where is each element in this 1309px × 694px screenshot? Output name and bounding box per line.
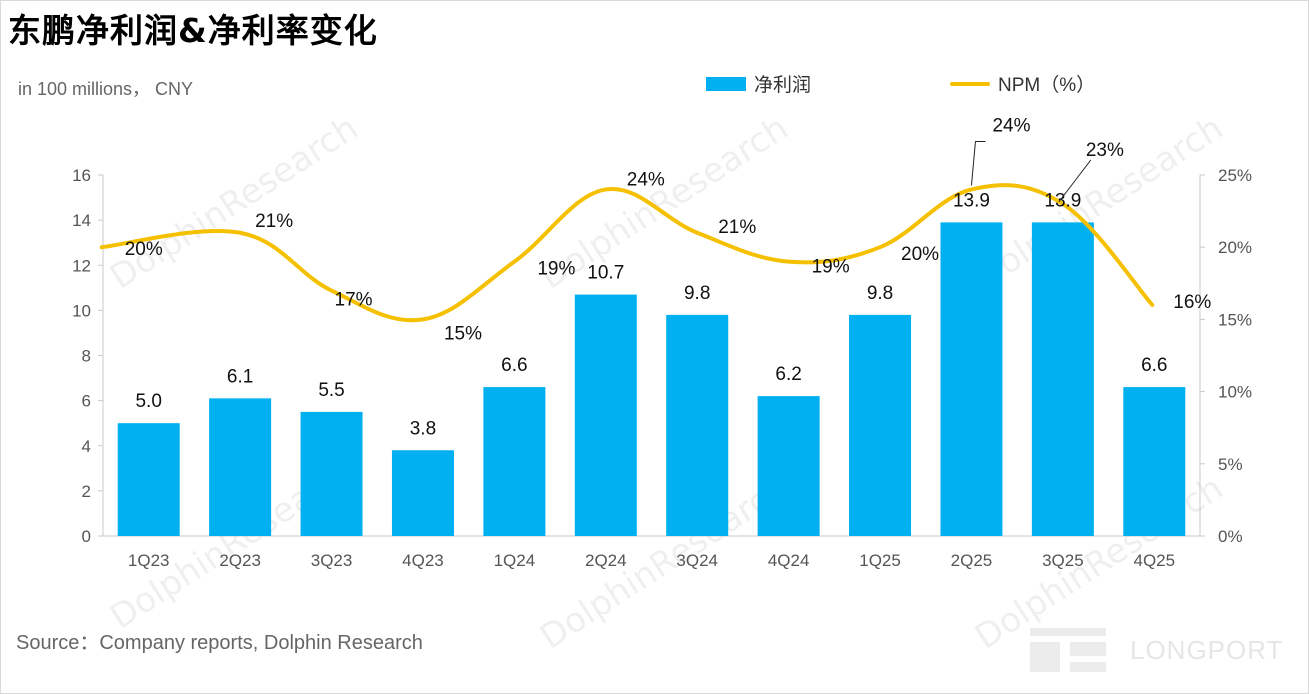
line-data-label: 20%: [125, 239, 163, 260]
line-data-label: 19%: [537, 259, 575, 280]
x-axis-tick-label: 1Q24: [494, 551, 536, 570]
bar-data-label: 13.9: [1044, 190, 1081, 211]
left-axis-tick-label: 4: [82, 437, 91, 456]
bar-2Q23: [209, 398, 272, 536]
x-axis-tick-label: 2Q24: [585, 551, 627, 570]
bar-data-label: 9.8: [867, 283, 893, 304]
left-axis-tick-label: 10: [72, 301, 91, 320]
x-axis-tick-label: 1Q23: [128, 551, 170, 570]
right-axis-tick-label: 10%: [1218, 383, 1252, 402]
longport-logo-mark: [1030, 628, 1106, 672]
legend-line-swatch: [950, 81, 990, 86]
left-axis-tick-label: 8: [82, 347, 91, 366]
bar-4Q25: [1123, 387, 1186, 536]
longport-logo: LONGPORT: [1030, 628, 1283, 672]
bar-1Q23: [117, 423, 180, 536]
x-axis-tick-label: 2Q23: [219, 551, 261, 570]
x-axis-tick-label: 3Q23: [311, 551, 353, 570]
bar-data-label: 5.0: [135, 391, 161, 412]
bar-3Q23: [300, 411, 363, 536]
line-data-label: 21%: [255, 211, 293, 232]
legend-bar-label: 净利润: [754, 75, 812, 96]
bar-data-label: 6.1: [227, 366, 253, 387]
bar-data-label: 6.6: [501, 355, 527, 376]
bar-data-label: 6.2: [775, 364, 801, 385]
left-axis-tick-label: 0: [82, 527, 91, 546]
bar-3Q25: [1031, 222, 1094, 536]
x-axis-tick-label: 4Q23: [402, 551, 444, 570]
bar-data-label: 5.5: [318, 380, 344, 401]
right-axis-tick-label: 15%: [1218, 310, 1252, 329]
right-axis-tick-label: 5%: [1218, 455, 1243, 474]
left-axis-tick-label: 2: [82, 482, 91, 501]
unit-note: in 100 millions， CNY: [18, 79, 194, 99]
bar-2Q25: [940, 222, 1003, 536]
x-axis-tick-label: 1Q25: [859, 551, 901, 570]
right-axis-tick-label: 25%: [1218, 166, 1252, 185]
watermark-text: DolphinResearch: [103, 108, 365, 298]
x-axis-tick-label: 2Q25: [951, 551, 993, 570]
line-data-label: 17%: [335, 290, 373, 311]
bar-4Q23: [391, 450, 454, 536]
bar-data-label: 13.9: [953, 190, 990, 211]
bar-1Q24: [483, 387, 546, 536]
left-axis-tick-label: 14: [72, 211, 91, 230]
left-axis-tick-label: 16: [72, 166, 91, 185]
right-axis-tick-label: 0%: [1218, 527, 1243, 546]
bar-data-label: 9.8: [684, 283, 710, 304]
bar-data-label: 6.6: [1141, 355, 1167, 376]
legend-item-line: NPM（%）: [950, 70, 1095, 97]
line-data-label: 15%: [444, 323, 482, 344]
npm-line: [99, 183, 1155, 323]
x-axis-tick-label: 3Q24: [676, 551, 718, 570]
bar-data-label: 10.7: [587, 263, 624, 284]
bar-3Q24: [666, 314, 729, 536]
longport-logo-text: LONGPORT: [1130, 634, 1284, 665]
bar-2Q24: [574, 294, 637, 536]
x-axis-tick-label: 4Q25: [1133, 551, 1175, 570]
line-data-label: 24%: [992, 115, 1030, 136]
x-axis-tick-label: 3Q25: [1042, 551, 1084, 570]
bar-1Q25: [849, 314, 912, 536]
right-axis-tick-label: 20%: [1218, 238, 1252, 257]
callout-leader-2Q25: [970, 140, 986, 186]
left-axis-tick-label: 6: [82, 392, 91, 411]
line-data-label: 21%: [718, 217, 756, 238]
source-note: Source：Company reports, Dolphin Research: [16, 632, 423, 654]
legend-item-bar: 净利润: [706, 70, 811, 97]
bar-4Q24: [757, 396, 820, 536]
bar-data-label: 3.8: [410, 418, 436, 439]
line-data-label: 16%: [1173, 292, 1211, 313]
left-axis-tick-label: 12: [72, 256, 91, 275]
line-data-label: 23%: [1086, 140, 1124, 161]
line-data-label: 24%: [627, 169, 665, 190]
watermark-text: DolphinResearch: [533, 468, 795, 658]
x-axis-tick-label: 4Q24: [768, 551, 810, 570]
line-data-label: 20%: [901, 244, 939, 265]
chart-title: 东鹏净利润&净利率变化: [8, 11, 378, 50]
callout-leader-3Q25: [1058, 159, 1092, 203]
legend-line-label: NPM（%）: [998, 75, 1096, 96]
line-data-label: 19%: [812, 257, 850, 278]
legend-bar-swatch: [706, 76, 746, 91]
